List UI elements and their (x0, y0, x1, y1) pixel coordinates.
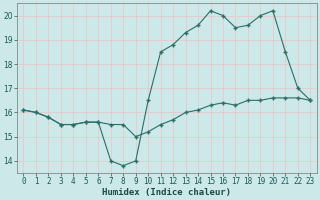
X-axis label: Humidex (Indice chaleur): Humidex (Indice chaleur) (102, 188, 231, 197)
